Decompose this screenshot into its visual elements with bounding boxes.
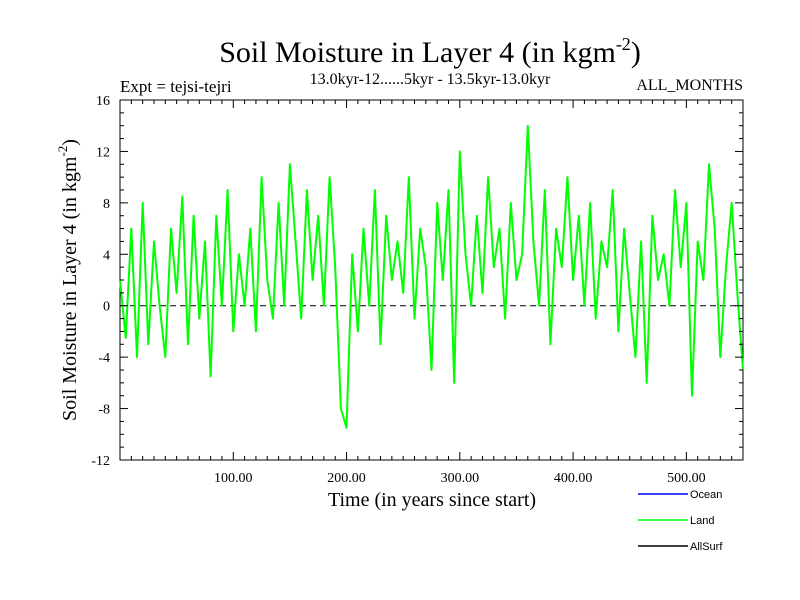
- x-tick-label: 500.00: [667, 471, 706, 486]
- y-tick-label: -12: [91, 454, 110, 469]
- y-axis-ticks: -12 -8 -4 0 4 8 12 16: [91, 94, 743, 469]
- series-line-land: [119, 124, 744, 429]
- chart-title: Soil Moisture in Layer 4 (in kgm-2): [219, 34, 641, 69]
- series-group: [119, 124, 744, 429]
- legend-label-ocean: Ocean: [690, 489, 722, 501]
- subtitle-left: Expt = tejsi-tejri: [120, 77, 232, 96]
- legend-label-allsurf: AllSurf: [690, 541, 723, 553]
- x-tick-label: 400.00: [554, 471, 593, 486]
- x-axis-label: Time (in years since start): [328, 489, 536, 511]
- y-tick-label: 0: [103, 300, 110, 315]
- y-tick-label: 12: [96, 145, 110, 160]
- y-tick-label: -4: [98, 351, 110, 366]
- x-tick-label: 200.00: [327, 471, 366, 486]
- y-tick-label: 16: [96, 94, 110, 109]
- legend-label-land: Land: [690, 515, 714, 527]
- x-axis-ticks: 100.00 200.00 300.00 400.00 500.00: [130, 100, 733, 486]
- y-tick-label: 8: [103, 197, 110, 212]
- y-axis-label: Soil Moisture in Layer 4 (in kgm-2): [55, 139, 81, 421]
- subtitle-center: 13.0kyr-12......5kyr - 13.5kyr-13.0kyr: [310, 71, 551, 88]
- legend: Ocean Land AllSurf: [638, 489, 723, 553]
- x-tick-label: 300.00: [441, 471, 480, 486]
- y-tick-label: -8: [98, 403, 110, 418]
- subtitle-right: ALL_MONTHS: [636, 77, 743, 94]
- x-tick-label: 100.00: [214, 471, 253, 486]
- y-tick-label: 4: [103, 248, 110, 263]
